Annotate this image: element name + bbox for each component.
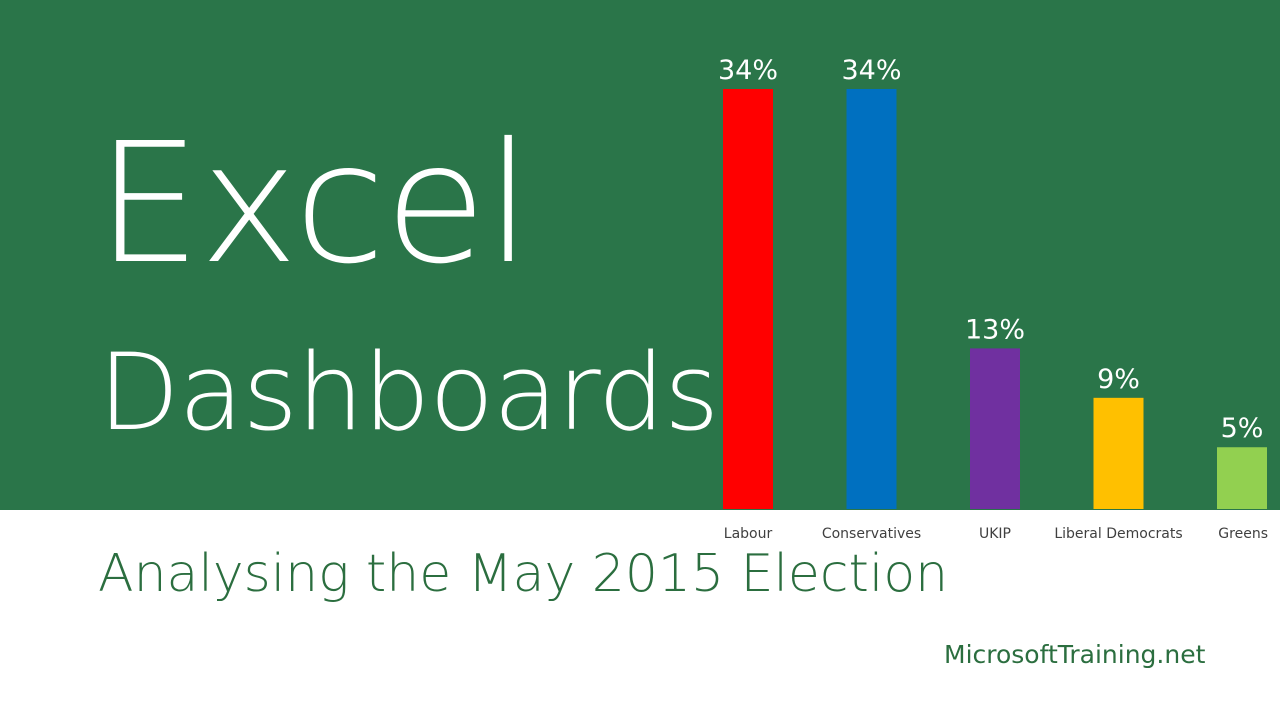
data-label-ukip: 13%: [965, 314, 1025, 345]
data-label-liberal-democrats: 9%: [1097, 364, 1140, 395]
website-label: MicrosoftTraining.net: [944, 640, 1206, 669]
category-label-conservatives: Conservatives: [822, 526, 921, 542]
data-label-greens: 5%: [1221, 413, 1264, 444]
category-label-liberal-democrats: Liberal Democrats: [1054, 526, 1182, 542]
bar-conservatives: [846, 89, 897, 509]
data-label-conservatives: 34%: [841, 55, 901, 86]
subtitle: Analysing the May 2015 Election: [98, 544, 949, 604]
bar-liberal-democrats: [1093, 397, 1144, 509]
data-label-labour: 34%: [718, 55, 778, 86]
header-banner: [0, 0, 1280, 510]
category-label-labour: Labour: [724, 526, 773, 542]
bar-greens: [1217, 447, 1267, 509]
bars-group: 34% Labour 34% Conservatives 13% UKIP 9% Libera…: [718, 55, 1268, 542]
bar-labour: [723, 89, 773, 509]
category-label-greens: Greens: [1218, 526, 1268, 542]
title-dashboards: Dashboards: [98, 331, 719, 454]
title-excel: Excel: [96, 108, 532, 301]
category-label-ukip: UKIP: [979, 526, 1011, 542]
election-bar-chart: 34% Labour 34% Conservatives 13% UKIP 9% Libera…: [718, 55, 1268, 542]
bar-ukip: [970, 348, 1020, 509]
